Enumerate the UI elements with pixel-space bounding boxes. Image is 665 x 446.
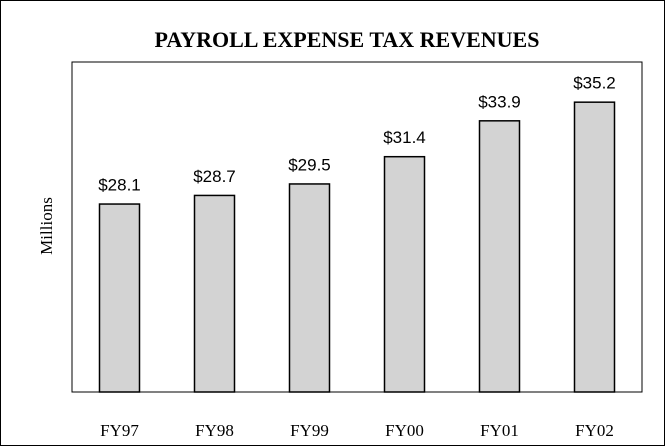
data-label: $31.4: [383, 128, 426, 147]
bar: [383, 155, 426, 393]
x-tick-label: FY97: [100, 421, 139, 440]
data-label: $28.1: [98, 176, 141, 195]
bar: [288, 183, 331, 393]
data-label: $28.7: [193, 167, 236, 186]
bar: [573, 101, 616, 393]
x-tick-label: FY98: [195, 421, 234, 440]
x-tick-label: FY99: [290, 421, 329, 440]
x-tick-label: FY02: [575, 421, 614, 440]
bar: [98, 203, 141, 393]
data-label: $29.5: [288, 155, 331, 174]
bar: [478, 120, 521, 393]
x-tick-label: FY01: [480, 421, 519, 440]
x-tick-label: FY00: [385, 421, 424, 440]
data-label: $35.2: [573, 74, 616, 93]
plot-frame: [71, 61, 643, 393]
data-label: $33.9: [478, 92, 521, 111]
chart-title: PAYROLL EXPENSE TAX REVENUES: [155, 27, 540, 52]
bar: [193, 194, 236, 393]
y-axis-label: Millions: [37, 197, 56, 255]
